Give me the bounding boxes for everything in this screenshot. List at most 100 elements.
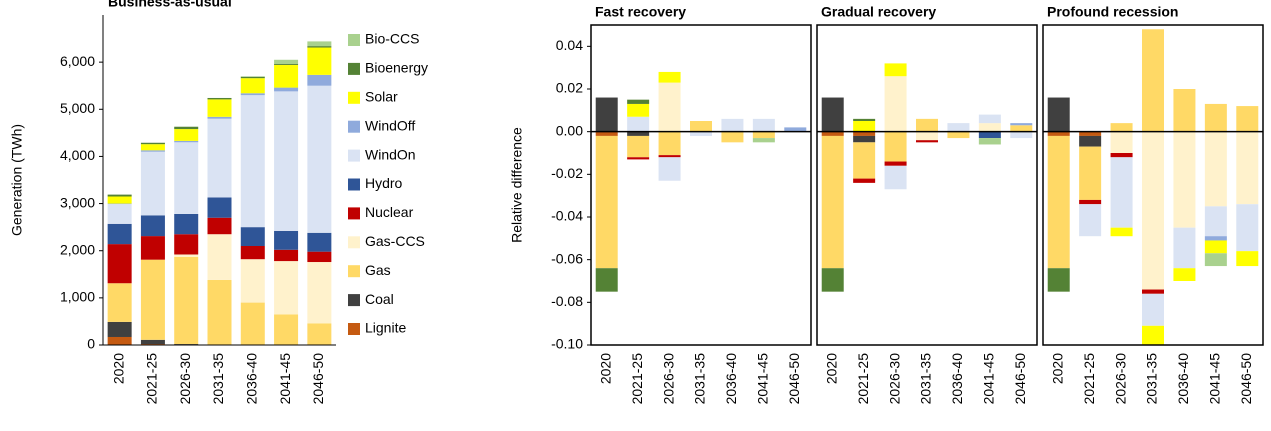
panel-title: Business-as-usual bbox=[108, 0, 232, 10]
bar-segment bbox=[1142, 132, 1164, 290]
x-tick-label: 2046-50 bbox=[1238, 353, 1254, 405]
y-tick-label: 5,000 bbox=[60, 100, 95, 116]
bar-segment bbox=[1173, 268, 1195, 281]
bar-segment bbox=[108, 283, 132, 322]
bar-segment bbox=[108, 195, 132, 197]
bar-segment bbox=[885, 162, 907, 166]
y-tick-label: 6,000 bbox=[60, 53, 95, 69]
x-tick-label: 2041-45 bbox=[1207, 353, 1223, 405]
bar-segment bbox=[1205, 206, 1227, 236]
bar-segment bbox=[174, 257, 198, 344]
bar-segment bbox=[979, 132, 1001, 138]
legend-swatch bbox=[348, 150, 360, 162]
x-tick-label: 2031-35 bbox=[918, 353, 934, 405]
bar-segment bbox=[208, 117, 232, 119]
y-tick-label: -0.04 bbox=[551, 208, 583, 224]
bar-segment bbox=[853, 142, 875, 178]
bar-segment bbox=[1205, 104, 1227, 132]
bar-segment bbox=[241, 303, 265, 345]
bar-segment bbox=[1111, 123, 1133, 132]
x-tick-label: 2020 bbox=[1049, 353, 1065, 384]
bar-segment bbox=[916, 140, 938, 142]
bar-segment bbox=[1205, 253, 1227, 266]
bar-segment bbox=[1010, 132, 1032, 138]
bar-segment bbox=[753, 138, 775, 142]
bar-segment bbox=[274, 91, 298, 231]
bar-segment bbox=[947, 123, 969, 132]
bar-segment bbox=[979, 138, 1001, 144]
bar-segment bbox=[690, 121, 712, 132]
y-axis-label: Relative difference bbox=[509, 127, 525, 243]
bar-segment bbox=[1173, 89, 1195, 132]
bar-segment bbox=[108, 204, 132, 224]
bar-segment bbox=[241, 259, 265, 302]
bar-segment bbox=[659, 155, 681, 157]
bar-segment bbox=[1079, 136, 1101, 147]
bar-segment bbox=[108, 197, 132, 204]
bar-segment bbox=[1205, 236, 1227, 240]
bar-segment bbox=[108, 337, 132, 345]
panel-title: Profound recession bbox=[1047, 4, 1178, 20]
y-tick-label: 0.00 bbox=[556, 122, 583, 138]
x-tick-label: 2026-30 bbox=[886, 353, 902, 405]
y-tick-label: -0.02 bbox=[551, 165, 583, 181]
bar-segment bbox=[885, 132, 907, 162]
bar-segment bbox=[241, 227, 265, 246]
bar-segment bbox=[1111, 153, 1133, 157]
bar-segment bbox=[1236, 106, 1258, 132]
y-tick-label: 4,000 bbox=[60, 147, 95, 163]
x-tick-label: 2036-40 bbox=[949, 353, 965, 405]
bar-segment bbox=[141, 152, 165, 216]
bar-segment bbox=[274, 261, 298, 314]
bar-segment bbox=[141, 215, 165, 236]
x-tick-label: 2041-45 bbox=[755, 353, 771, 405]
x-tick-label: 2020 bbox=[110, 353, 126, 384]
bar-segment bbox=[274, 250, 298, 261]
bar-segment bbox=[822, 136, 844, 268]
y-tick-label: 0.04 bbox=[556, 37, 583, 53]
x-tick-label: 2041-45 bbox=[981, 353, 997, 405]
y-tick-label: 1,000 bbox=[60, 289, 95, 305]
bar-segment bbox=[659, 132, 681, 155]
y-tick-label: 3,000 bbox=[60, 194, 95, 210]
legend-label: Gas bbox=[365, 262, 391, 278]
bar-segment bbox=[307, 262, 331, 323]
bar-segment bbox=[141, 150, 165, 151]
x-tick-label: 2041-45 bbox=[277, 353, 293, 405]
y-tick-label: 2,000 bbox=[60, 241, 95, 257]
bar-segment bbox=[1079, 204, 1101, 236]
x-tick-label: 2026-30 bbox=[177, 353, 193, 405]
bar-segment bbox=[307, 252, 331, 262]
bar-segment bbox=[241, 93, 265, 95]
bar-segment bbox=[596, 136, 618, 268]
bar-segment bbox=[1205, 240, 1227, 253]
bar-segment bbox=[1079, 147, 1101, 200]
bar-segment bbox=[1048, 268, 1070, 291]
bar-segment bbox=[1142, 294, 1164, 326]
legend-swatch bbox=[348, 265, 360, 277]
x-tick-label: 2020 bbox=[597, 353, 613, 384]
bar-segment bbox=[274, 60, 298, 64]
bar-segment bbox=[108, 224, 132, 244]
legend-label: Coal bbox=[365, 291, 394, 307]
bar-segment bbox=[853, 179, 875, 183]
bar-segment bbox=[1010, 123, 1032, 125]
bar-segment bbox=[174, 129, 198, 141]
bar-segment bbox=[1010, 125, 1032, 131]
bar-segment bbox=[1173, 132, 1195, 228]
bar-segment bbox=[208, 99, 232, 116]
legend-label: Solar bbox=[365, 89, 398, 105]
panel-title: Fast recovery bbox=[595, 4, 686, 20]
bar-segment bbox=[885, 166, 907, 189]
bar-segment bbox=[141, 340, 165, 344]
legend-swatch bbox=[348, 294, 360, 306]
bar-segment bbox=[307, 86, 331, 233]
x-tick-label: 2036-40 bbox=[723, 353, 739, 405]
bar-segment bbox=[108, 244, 132, 283]
bar-segment bbox=[307, 75, 331, 86]
bar-segment bbox=[916, 132, 938, 141]
bar-segment bbox=[174, 127, 198, 129]
bar-segment bbox=[659, 72, 681, 83]
bar-segment bbox=[208, 280, 232, 345]
x-tick-label: 2021-25 bbox=[1081, 353, 1097, 405]
